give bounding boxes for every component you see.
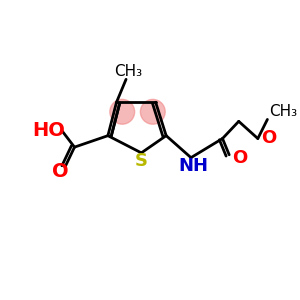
Circle shape <box>110 99 135 124</box>
Text: S: S <box>135 152 148 170</box>
Text: O: O <box>261 129 276 147</box>
Text: O: O <box>232 148 247 166</box>
Text: HO: HO <box>32 122 65 140</box>
Text: CH₃: CH₃ <box>114 64 142 79</box>
Text: NH: NH <box>178 157 208 175</box>
Circle shape <box>140 99 165 124</box>
Text: CH₃: CH₃ <box>269 104 297 119</box>
Text: O: O <box>52 161 68 181</box>
